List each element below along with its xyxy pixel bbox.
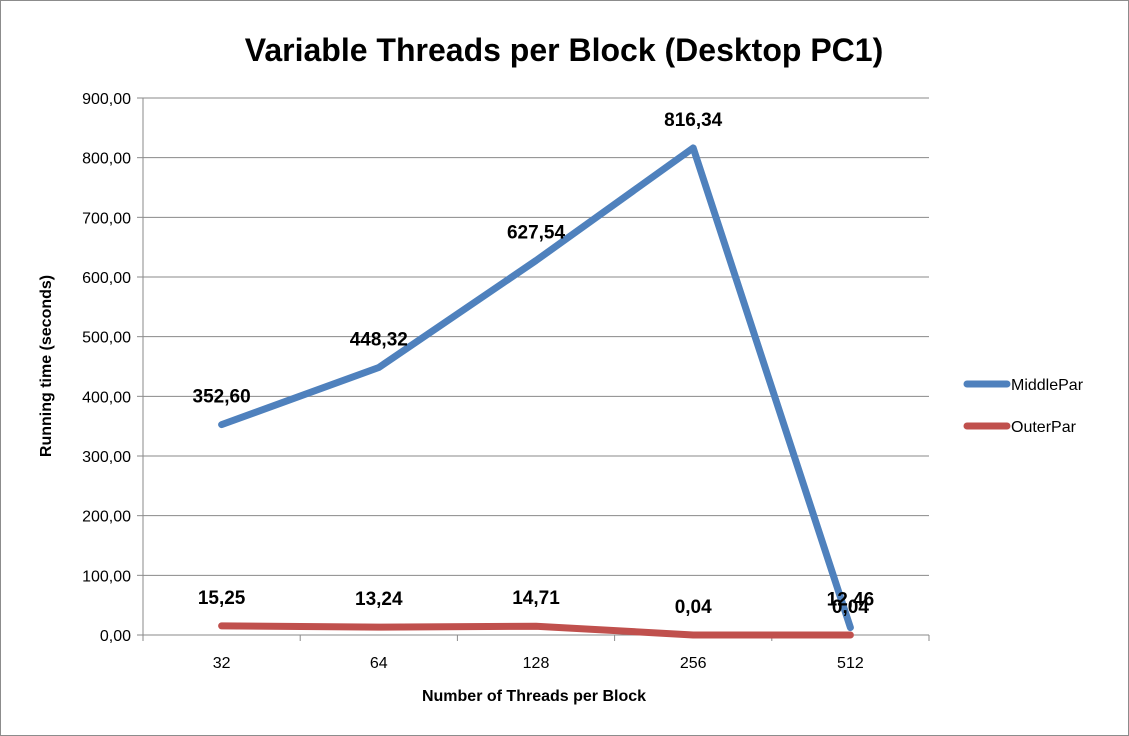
y-tick-label: 300,00 bbox=[82, 449, 131, 466]
series-line-middlepar bbox=[218, 144, 854, 632]
legend-label: OuterPar bbox=[1011, 419, 1077, 436]
x-tick-label: 512 bbox=[837, 655, 864, 672]
data-label: 627,54 bbox=[507, 223, 566, 244]
gridlines bbox=[143, 97, 929, 576]
legend: MiddlePar OuterPar bbox=[963, 377, 1084, 436]
series-lines bbox=[218, 144, 854, 639]
chart-title: Variable Threads per Block (Desktop PC1) bbox=[245, 32, 883, 68]
y-tick-label: 400,00 bbox=[82, 389, 131, 406]
data-labels: 352,60 448,32 627,54 816,34 12,46 15,25 13,24 1… bbox=[193, 110, 875, 618]
data-label: 13,24 bbox=[355, 589, 403, 610]
x-tick-label: 128 bbox=[523, 655, 550, 672]
y-tick-label: 500,00 bbox=[82, 330, 131, 347]
y-tick-label: 900,00 bbox=[82, 91, 131, 108]
data-label: 448,32 bbox=[350, 330, 408, 351]
x-tick-label: 32 bbox=[213, 655, 231, 672]
data-label: 352,60 bbox=[193, 387, 251, 408]
data-label: 12,46 bbox=[827, 590, 875, 611]
y-tick-label: 800,00 bbox=[82, 151, 131, 168]
y-tick-label: 200,00 bbox=[82, 509, 131, 526]
y-tick-label: 0,00 bbox=[100, 628, 131, 645]
axes: 0,00 100,00 200,00 300,00 400,00 500,00 600,00… bbox=[82, 91, 930, 672]
series-line-outerpar bbox=[218, 622, 854, 639]
y-axis-title: Running time (seconds) bbox=[38, 275, 55, 457]
data-label: 15,25 bbox=[198, 588, 246, 609]
legend-label: MiddlePar bbox=[1011, 377, 1084, 394]
data-label: 816,34 bbox=[664, 110, 723, 131]
y-tick-label: 600,00 bbox=[82, 270, 131, 287]
data-label: 0,04 bbox=[832, 597, 869, 618]
x-tick-label: 256 bbox=[680, 655, 707, 672]
y-tick-label: 100,00 bbox=[82, 568, 131, 585]
x-tick-label: 64 bbox=[370, 655, 388, 672]
x-axis-title: Number of Threads per Block bbox=[422, 688, 646, 705]
data-label: 14,71 bbox=[512, 588, 560, 609]
data-label: 0,04 bbox=[675, 597, 712, 618]
y-tick-label: 700,00 bbox=[82, 210, 131, 227]
